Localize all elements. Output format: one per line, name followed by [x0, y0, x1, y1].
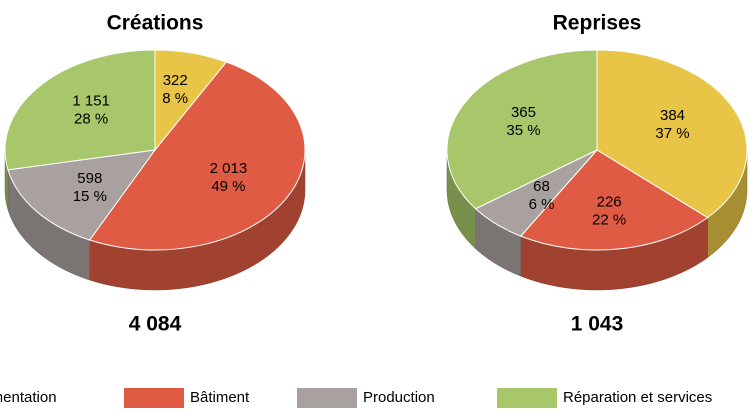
percent-label: 8 % [162, 90, 188, 107]
chart-title: Reprises [553, 12, 642, 35]
percent-label: 22 % [592, 211, 626, 228]
percent-label: 35 % [506, 122, 540, 139]
value-label: 598 [77, 170, 102, 187]
pie-slice [519, 149, 709, 251]
pie-slice [4, 49, 156, 171]
chart-title: Créations [107, 12, 204, 35]
value-label: 2 013 [210, 160, 248, 177]
pie-slice [7, 149, 157, 241]
percent-label: 15 % [73, 188, 107, 205]
percent-label: 37 % [655, 125, 689, 142]
total-label: 4 084 [129, 313, 182, 336]
legend-label: Production [363, 389, 435, 406]
percent-label: 28 % [74, 111, 108, 128]
legend-label: Bâtiment [190, 389, 250, 406]
legend-label: Réparation et services [563, 389, 712, 406]
pie-slice [88, 61, 306, 251]
legend-label: Alimentation [0, 389, 57, 406]
value-label: 68 [533, 178, 550, 195]
total-label: 1 043 [571, 313, 624, 336]
pie-slice [446, 49, 598, 210]
percent-label: 6 % [529, 196, 555, 213]
legend-swatch [297, 388, 357, 408]
legend-swatch [124, 388, 184, 408]
value-label: 384 [660, 107, 685, 124]
value-label: 322 [163, 72, 188, 89]
pie-slice [596, 49, 748, 219]
value-label: 1 151 [72, 93, 110, 110]
percent-label: 49 % [211, 178, 245, 195]
legend-swatch [497, 388, 557, 408]
value-label: 365 [511, 104, 536, 121]
value-label: 226 [597, 193, 622, 210]
